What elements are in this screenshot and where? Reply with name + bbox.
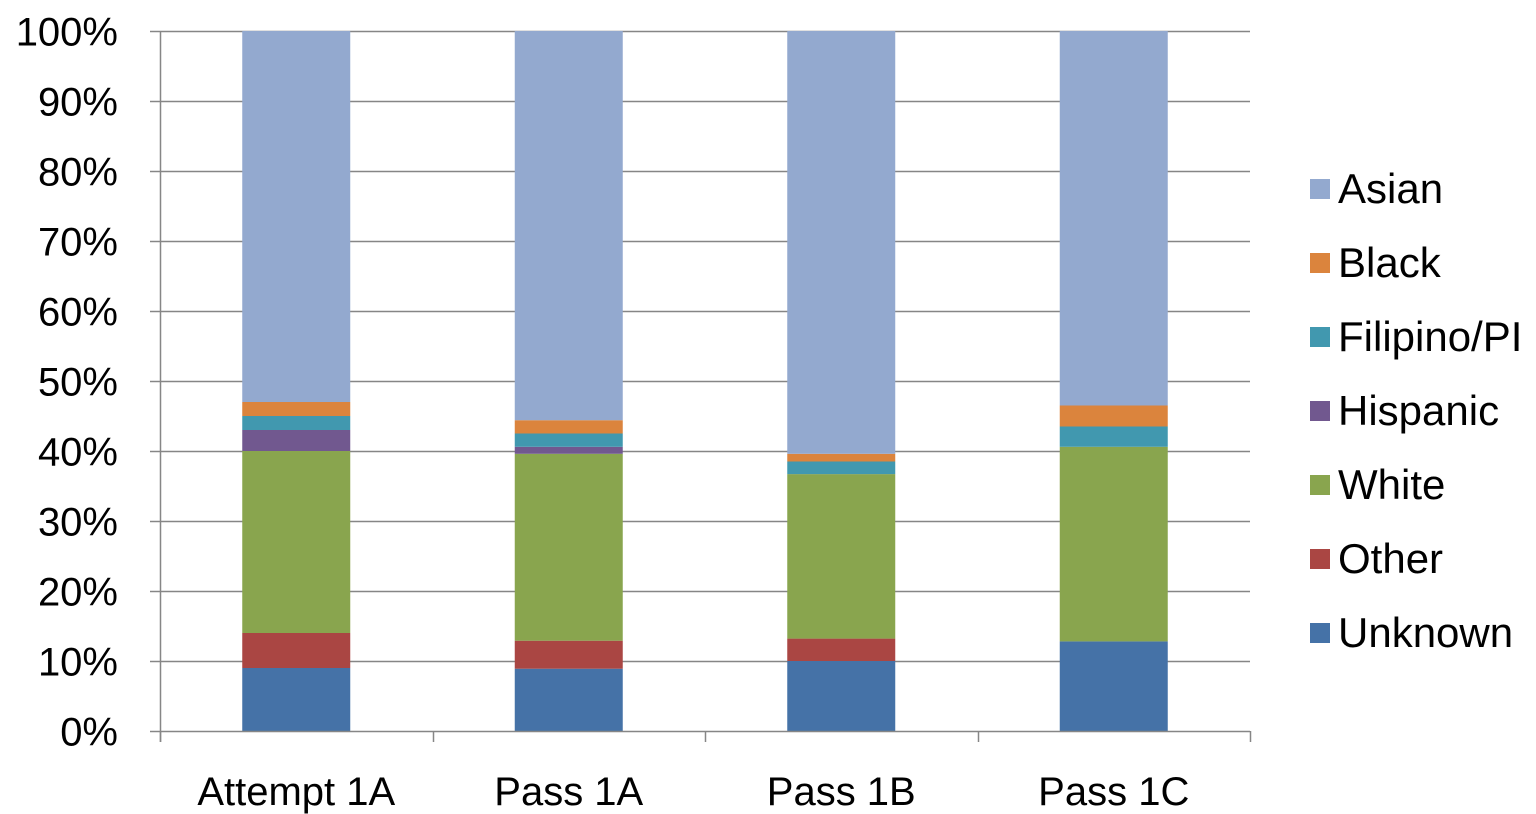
bar-segment (787, 461, 896, 475)
legend-label: Hispanic (1338, 387, 1500, 434)
legend-label: Unknown (1338, 609, 1514, 656)
bar-segment (242, 668, 351, 731)
bar-segment (1059, 446, 1168, 642)
x-axis-tick-labels: Attempt 1A Pass 1A Pass 1B Pass 1C (197, 770, 1189, 814)
bar-segment (242, 416, 351, 430)
y-tick-label: 0% (60, 711, 118, 755)
bar-segment (514, 640, 623, 669)
y-tick-label: 100% (16, 11, 118, 55)
x-tick-label: Pass 1A (494, 770, 643, 814)
legend-label: Other (1338, 535, 1444, 582)
bar-segment (242, 451, 351, 633)
bar-stack (514, 31, 623, 731)
bar-stack (787, 31, 896, 731)
y-tick-label: 30% (38, 501, 118, 545)
bar-segment (787, 661, 896, 731)
legend-swatch (1310, 623, 1330, 643)
bar-segment (242, 633, 351, 668)
bar-segment (1059, 426, 1168, 447)
legend-swatch (1310, 253, 1330, 273)
bar-segment (514, 668, 623, 731)
bar-segment (787, 31, 896, 454)
x-tick-label: Attempt 1A (197, 770, 395, 814)
legend-swatch (1310, 327, 1330, 347)
bar-segment (514, 420, 623, 434)
y-tick-label: 70% (38, 221, 118, 265)
bar-stack (1059, 31, 1168, 731)
bars (242, 31, 1168, 731)
y-tick-label: 90% (38, 81, 118, 125)
legend-label: Filipino/PI (1338, 313, 1523, 360)
legend-swatch (1310, 179, 1330, 199)
bar-segment (242, 402, 351, 416)
bar-segment (514, 31, 623, 421)
legend-swatch (1310, 475, 1330, 495)
bar-segment (1059, 405, 1168, 427)
bar-segment (242, 430, 351, 451)
x-tick-label: Pass 1C (1038, 770, 1189, 814)
bar-segment (1059, 31, 1168, 406)
legend-swatch (1310, 401, 1330, 421)
legend-label: White (1338, 461, 1446, 508)
y-tick-label: 40% (38, 431, 118, 475)
legend-label: Asian (1338, 165, 1444, 212)
bar-segment (514, 453, 623, 641)
y-tick-label: 10% (38, 641, 118, 685)
y-tick-label: 50% (38, 361, 118, 405)
y-tick-label: 60% (38, 291, 118, 335)
bar-segment (787, 638, 896, 661)
bar-segment (514, 433, 623, 447)
bar-segment (1059, 641, 1168, 731)
bar-segment (787, 474, 896, 639)
legend-swatch (1310, 549, 1330, 569)
bar-segment (242, 31, 351, 402)
y-axis-tick-labels: 0% 10% 20% 30% 40% 50% 60% 70% 80% 90% 100% (16, 11, 118, 755)
bar-segment (787, 453, 896, 462)
x-tick-label: Pass 1B (767, 770, 916, 814)
y-tick-label: 20% (38, 571, 118, 615)
bar-segment (514, 446, 623, 454)
legend-label: Black (1338, 239, 1441, 286)
axes (159, 31, 1252, 742)
y-tick-label: 80% (38, 151, 118, 195)
bar-stack (242, 31, 351, 731)
